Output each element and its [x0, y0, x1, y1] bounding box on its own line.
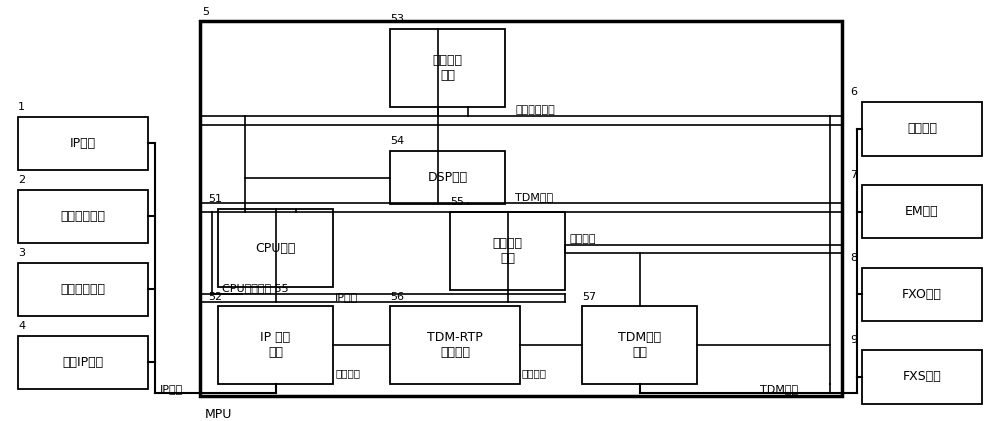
Text: TDM交换
模块: TDM交换 模块 [618, 331, 661, 360]
Bar [390, 306, 520, 384]
Text: MPU: MPU [205, 408, 232, 421]
Text: CPU模块: CPU模块 [255, 242, 296, 255]
Text: 9: 9 [850, 336, 857, 345]
Text: 52: 52 [208, 292, 222, 301]
Text: 片内总线: 片内总线 [335, 368, 360, 378]
Text: 54: 54 [390, 136, 404, 146]
Text: CPU控制总线 55: CPU控制总线 55 [222, 283, 289, 293]
Text: IP总线: IP总线 [335, 292, 358, 302]
Bar [862, 102, 982, 156]
Bar [218, 209, 333, 287]
Text: DSP模块: DSP模块 [427, 171, 468, 184]
Text: 8: 8 [850, 253, 857, 263]
Text: TDM-RTP
转换模块: TDM-RTP 转换模块 [427, 331, 483, 360]
Text: FXS接口: FXS接口 [903, 370, 941, 384]
Text: 7: 7 [850, 170, 857, 180]
Text: EM接口: EM接口 [905, 205, 939, 218]
Text: 片内总线: 片内总线 [522, 368, 547, 378]
Text: 语音通信面板: 语音通信面板 [60, 210, 106, 223]
Bar [390, 29, 505, 107]
Text: IP总线: IP总线 [160, 384, 183, 394]
Text: IP 交换
模块: IP 交换 模块 [260, 331, 291, 360]
Bar [862, 185, 982, 238]
Text: TDM总线: TDM总线 [515, 192, 553, 203]
Text: 57: 57 [582, 292, 596, 301]
Bar [218, 306, 333, 384]
Text: 3: 3 [18, 248, 25, 258]
Bar [450, 212, 565, 290]
Bar [18, 117, 148, 170]
Bar [200, 21, 842, 396]
Text: 2: 2 [18, 175, 25, 185]
Text: 片内总线: 片内总线 [570, 234, 596, 244]
Bar [18, 190, 148, 243]
Bar [18, 263, 148, 316]
Text: 55: 55 [450, 197, 464, 207]
Text: 1: 1 [18, 102, 25, 112]
Text: 6: 6 [850, 87, 857, 97]
Text: 56: 56 [390, 292, 404, 301]
Bar [862, 267, 982, 321]
Text: 网络管理终端: 网络管理终端 [60, 283, 106, 296]
Text: TDM总线: TDM总线 [760, 384, 798, 394]
Bar [18, 336, 148, 389]
Text: 串口处理
模块: 串口处理 模块 [432, 54, 462, 82]
Text: IP电话: IP电话 [70, 137, 96, 150]
Text: 会议处理
模块: 会议处理 模块 [492, 237, 522, 265]
Text: 外部IP网络: 外部IP网络 [62, 356, 104, 369]
Text: 5: 5 [202, 7, 209, 16]
Text: FXO接口: FXO接口 [902, 288, 942, 301]
Text: 51: 51 [208, 194, 222, 204]
Text: 高速串口总线: 高速串口总线 [515, 105, 555, 115]
Bar [390, 151, 505, 204]
Bar [582, 306, 697, 384]
Bar [862, 350, 982, 404]
Text: 磁石接口: 磁石接口 [907, 123, 937, 136]
Text: 53: 53 [390, 14, 404, 24]
Text: 4: 4 [18, 321, 25, 331]
